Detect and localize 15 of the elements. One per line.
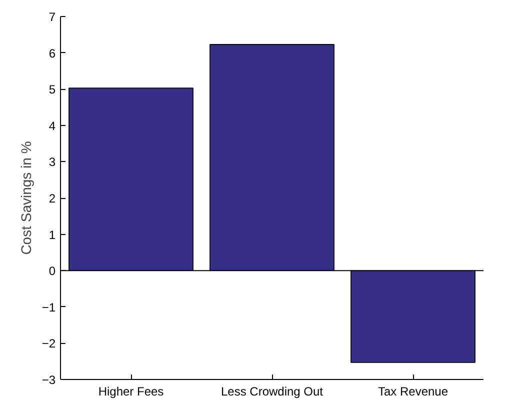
x-tick-label: Higher Fees xyxy=(98,384,164,398)
y-axis-title: Cost Savings in % xyxy=(18,141,34,255)
y-tick-label: 4 xyxy=(48,118,56,133)
y-tick-label: 7 xyxy=(48,10,56,24)
x-tick-label: Less Crowding Out xyxy=(220,384,324,398)
y-tick-label: −2 xyxy=(42,336,56,351)
y-tick-label: 1 xyxy=(48,228,56,242)
y-tick-label: −1 xyxy=(42,300,56,314)
y-tick-label: −3 xyxy=(42,373,56,387)
y-tick-label: 6 xyxy=(48,46,56,60)
y-tick-label: 0 xyxy=(48,264,56,278)
y-tick-label: 2 xyxy=(48,192,56,206)
y-tick-label: 5 xyxy=(48,82,56,97)
x-tick-label: Tax Revenue xyxy=(378,384,448,398)
y-tick-label: 3 xyxy=(48,155,56,170)
